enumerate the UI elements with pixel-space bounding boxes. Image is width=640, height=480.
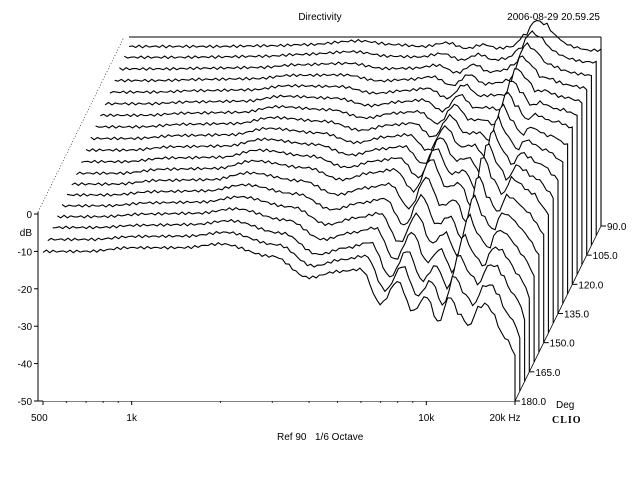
angle-tick-label: 135.0 bbox=[564, 310, 589, 321]
curve-105 bbox=[114, 55, 588, 256]
curve-180 bbox=[42, 242, 516, 401]
angle-tick-label: 165.0 bbox=[535, 368, 560, 379]
x-tick-label: 500 bbox=[31, 413, 48, 424]
angle-tick-label: 150.0 bbox=[550, 339, 575, 350]
curve-95 bbox=[123, 30, 597, 236]
y-tick-label: -40 bbox=[18, 360, 33, 371]
reference-label: Ref 90 bbox=[277, 432, 307, 443]
y-tick-label: -20 bbox=[18, 285, 33, 296]
angle-axis-label: Deg bbox=[556, 400, 574, 411]
measurement-timestamp: 2006-08-29 20.59.25 bbox=[507, 12, 600, 23]
y-tick-label: -30 bbox=[18, 322, 33, 333]
angle-axis-ticks: 90.0 105.0 120.0 135.0 150.0 165.0 180.0 bbox=[515, 222, 627, 408]
angle-tick-label: 120.0 bbox=[578, 280, 603, 291]
angle-tick-label: 105.0 bbox=[593, 251, 618, 262]
curve-175 bbox=[47, 230, 521, 392]
depth-guide-left bbox=[37, 36, 125, 213]
x-axis-ticks: 500 1k 10k 20k Hz bbox=[31, 401, 521, 424]
angle-tick-label: 180.0 bbox=[521, 397, 546, 408]
x-tick-label: 10k bbox=[418, 413, 435, 424]
smoothing-label: 1/6 Octave bbox=[315, 432, 364, 443]
y-tick-label: -10 bbox=[18, 247, 33, 258]
chart-title: Directivity bbox=[298, 12, 341, 23]
y-tick-label: -50 bbox=[18, 397, 33, 408]
x-tick-label: 1k bbox=[126, 413, 138, 424]
curve-165 bbox=[57, 207, 530, 372]
y-axis-ticks: 0 -10 -20 -30 -40 -50 bbox=[18, 210, 38, 408]
y-axis-label: dB bbox=[20, 228, 33, 239]
curve-170 bbox=[52, 218, 526, 382]
curve-100 bbox=[119, 42, 592, 246]
angle-tick-label: 90.0 bbox=[607, 222, 627, 233]
curve-110 bbox=[109, 68, 583, 265]
y-tick-label: 0 bbox=[26, 210, 32, 221]
waterfall-curves bbox=[42, 19, 602, 401]
x-tick-label: 20k Hz bbox=[489, 413, 520, 424]
clio-brand-logo: CLIO bbox=[552, 415, 582, 426]
curve-90 bbox=[128, 19, 602, 226]
